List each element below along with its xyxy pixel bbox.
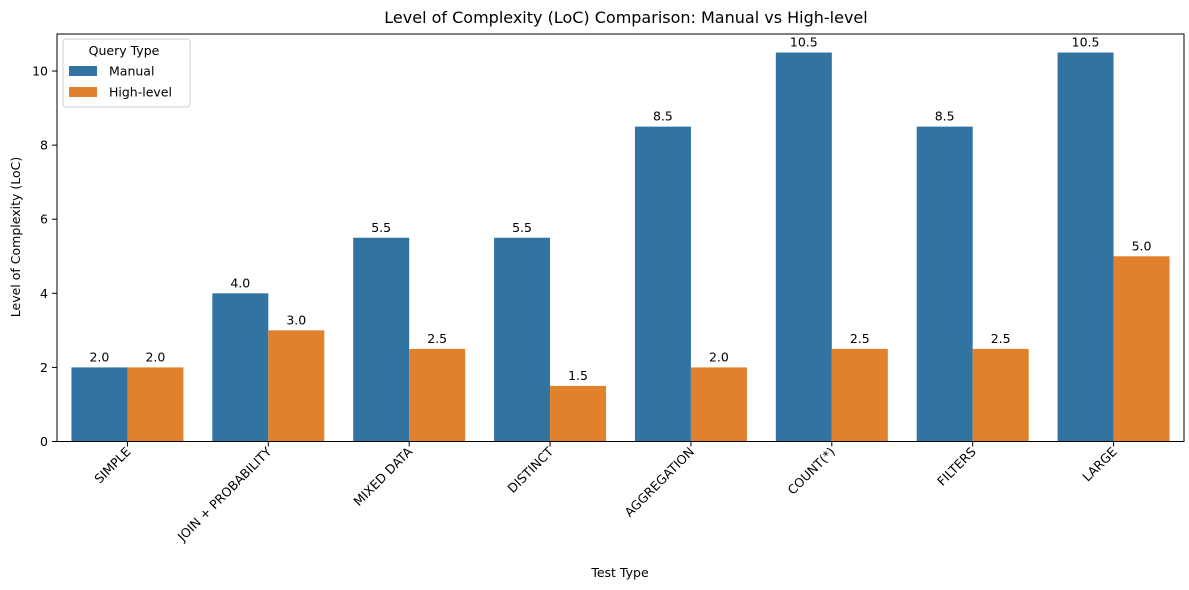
plot-frame [56,33,1185,442]
data-label-manual-filters: 8.5 [935,109,955,124]
data-label-manual-join-probability: 4.0 [230,275,250,290]
bar-high-level-distinct [550,385,607,442]
data-label-manual-simple: 2.0 [89,349,109,364]
bar-manual-mixed-data [353,237,410,442]
legend: Query Type Manual High-level [62,38,191,108]
chart-title: Level of Complexity (LoC) Comparison: Ma… [384,8,867,27]
y-axis-label: Level of Complexity (LoC) [8,157,23,317]
data-label-high-level-filters: 2.5 [991,331,1011,346]
data-label-manual-mixed-data: 5.5 [371,220,391,235]
y-axis: 0 2 4 6 8 10 [32,64,57,449]
data-label-manual-distinct: 5.5 [512,220,532,235]
y-tick-label: 8 [40,138,48,153]
x-axis-label: Test Type [590,565,649,580]
data-label-high-level-distinct: 1.5 [568,368,588,383]
data-label-manual-count: 10.5 [790,35,818,50]
bar-high-level-mixed-data [409,348,466,442]
data-label-high-level-mixed-data: 2.5 [427,331,447,346]
bar-manual-large [1057,52,1114,442]
bar-high-level-simple [127,367,184,442]
data-label-high-level-large: 5.0 [1132,238,1152,253]
bar-high-level-join-probability [268,330,325,442]
bar-manual-aggregation [634,126,691,442]
legend-swatch-high-level [69,87,97,97]
legend-label-manual: Manual [109,64,154,79]
data-label-high-level-aggregation: 2.0 [709,349,729,364]
data-labels-group: 2.0 4.0 5.5 5.5 8.5 10.5 8.5 10.5 2.0 3.0 2.5 1.5 2.… [89,35,1151,383]
bars-group [71,52,1170,442]
data-label-manual-aggregation: 8.5 [653,109,673,124]
bar-high-level-aggregation [690,367,747,442]
data-label-high-level-simple: 2.0 [145,349,165,364]
y-tick-label: 10 [32,64,48,79]
bar-manual-join-probability [212,293,269,442]
bar-manual-count [775,52,832,442]
data-label-high-level-join-probability: 3.0 [286,312,306,327]
y-tick-label: 0 [40,434,48,449]
bar-manual-simple [71,367,128,442]
legend-swatch-manual [69,66,97,76]
data-label-high-level-count: 2.5 [850,331,870,346]
legend-title: Query Type [89,43,160,58]
bar-high-level-large [1113,256,1170,442]
y-tick-label: 6 [40,212,48,227]
y-tick-label: 2 [40,360,48,375]
bar-manual-filters [916,126,973,442]
y-tick-label: 4 [40,286,48,301]
bar-high-level-count [831,348,888,442]
legend-label-high-level: High-level [109,85,172,100]
bar-manual-distinct [494,237,551,442]
bar-high-level-filters [972,348,1029,442]
data-label-manual-large: 10.5 [1072,35,1100,50]
